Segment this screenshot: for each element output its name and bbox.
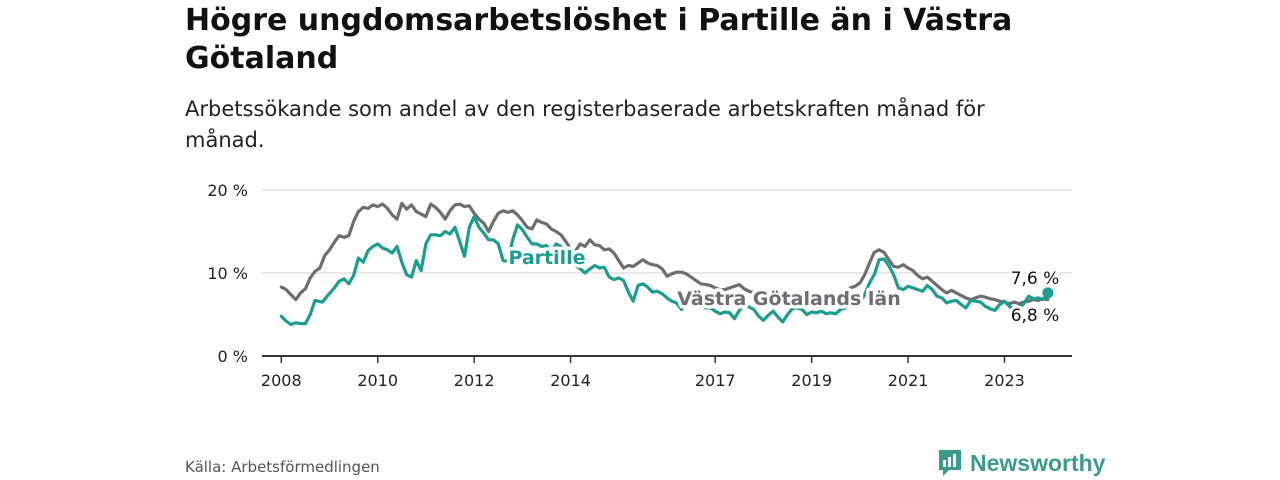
x-tick-label: 2019 — [791, 371, 832, 390]
end-label-vastra-gotaland: 6,8 % — [1011, 306, 1060, 326]
series-label-partille: Partille — [508, 247, 585, 269]
end-label-partille: 7,6 % — [1011, 269, 1060, 289]
x-tick-label: 2010 — [357, 371, 398, 390]
chart-title: Högre ungdomsarbetslöshet i Partille än … — [185, 3, 1013, 76]
x-tick-label: 2021 — [888, 371, 929, 390]
series-label-vastra-gotaland-halo: Västra Götalands län — [677, 288, 900, 310]
end-point-partille — [1042, 287, 1054, 299]
y-tick-label: 0 % — [218, 347, 248, 366]
x-tick-label: 2017 — [695, 371, 736, 390]
end-label-vastra-gotaland-halo: 6,8 % — [1011, 306, 1060, 326]
x-tick-label: 2008 — [261, 371, 302, 390]
series-label-partille-halo: Partille — [508, 247, 585, 269]
y-tick-label: 10 % — [207, 264, 248, 283]
chart-subtitle: Arbetssökande som andel av den registerb… — [185, 97, 985, 152]
series-line-vastra-gotaland — [279, 201, 1050, 306]
brand-name: Newsworthy — [970, 449, 1106, 476]
newsworthy-logo-icon — [939, 450, 961, 476]
brand[interactable]: Newsworthy — [937, 448, 1105, 478]
x-tick-label: 2012 — [454, 371, 495, 390]
source-note: Källa: Arbetsförmedlingen — [185, 458, 380, 476]
series-label-vastra-gotaland: Västra Götalands län — [677, 288, 900, 310]
y-tick-label: 20 % — [207, 181, 248, 200]
x-tick-label: 2023 — [984, 371, 1025, 390]
series-line-partille — [279, 215, 1050, 327]
x-tick-label: 2014 — [550, 371, 591, 390]
end-label-partille-halo: 7,6 % — [1011, 269, 1060, 289]
